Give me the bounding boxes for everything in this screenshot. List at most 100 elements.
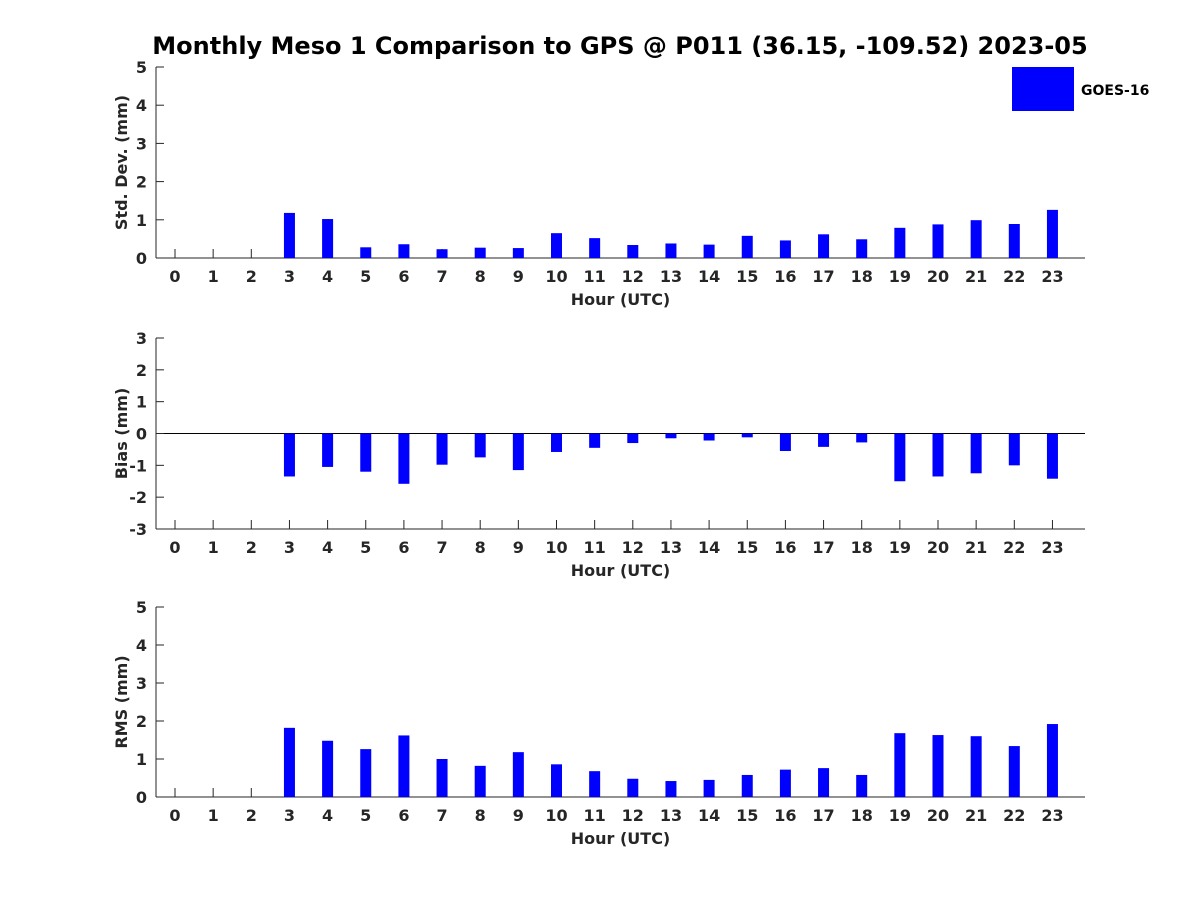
x-tick-label: 11 xyxy=(584,806,606,825)
legend-label: GOES-16 xyxy=(1081,83,1149,99)
x-tick-label: 4 xyxy=(322,538,333,557)
x-tick-label: 12 xyxy=(622,538,644,557)
x-tick-label: 15 xyxy=(736,538,758,557)
bar-hour-20 xyxy=(932,735,944,797)
y-tick-label: 4 xyxy=(136,96,147,115)
bar-hour-23 xyxy=(1046,209,1058,258)
x-tick-label: 16 xyxy=(774,806,796,825)
x-tick-label: 20 xyxy=(927,538,949,557)
y-tick-label: 1 xyxy=(136,750,147,769)
bar-hour-19 xyxy=(894,227,906,258)
bar-hour-22 xyxy=(1008,224,1020,258)
y-tick-label: 2 xyxy=(136,173,147,192)
x-tick-label: 3 xyxy=(284,806,295,825)
y-tick-label: 3 xyxy=(136,329,147,348)
x-tick-label: 16 xyxy=(774,267,796,286)
y-tick-label: 0 xyxy=(136,249,147,268)
x-tick-label: 8 xyxy=(475,806,486,825)
x-tick-label: 10 xyxy=(545,806,567,825)
y-tick-label: 5 xyxy=(136,598,147,617)
bar-hour-5 xyxy=(360,433,372,472)
x-tick-label: 19 xyxy=(889,267,911,286)
bar-hour-4 xyxy=(322,433,334,467)
bar-hour-21 xyxy=(970,736,982,797)
x-tick-label: 13 xyxy=(660,538,682,557)
bar-hour-22 xyxy=(1008,433,1020,466)
x-tick-label: 12 xyxy=(622,267,644,286)
bar-hour-12 xyxy=(627,433,639,444)
bar-hour-10 xyxy=(551,433,562,452)
x-tick-label: 5 xyxy=(360,267,371,286)
bar-hour-6 xyxy=(398,735,410,797)
x-tick-label: 0 xyxy=(169,538,180,557)
x-tick-label: 5 xyxy=(360,806,371,825)
bar-hour-8 xyxy=(474,433,486,458)
x-tick-label: 13 xyxy=(660,267,682,286)
bar-hour-19 xyxy=(894,733,906,797)
x-tick-label: 11 xyxy=(584,267,606,286)
bar-hour-6 xyxy=(398,244,410,258)
x-tick-label: 9 xyxy=(513,538,524,557)
bar-hour-14 xyxy=(703,433,715,441)
bar-hour-21 xyxy=(970,433,982,474)
bar-hour-20 xyxy=(932,224,944,258)
bar-hour-13 xyxy=(665,781,677,797)
x-tick-label: 6 xyxy=(398,806,409,825)
x-tick-label: 2 xyxy=(246,806,257,825)
bar-hour-23 xyxy=(1046,433,1058,479)
bar-hour-21 xyxy=(970,220,982,258)
bar-hour-16 xyxy=(779,769,791,797)
bar-hour-20 xyxy=(932,433,944,477)
bar-hour-15 xyxy=(741,433,753,438)
bar-hour-10 xyxy=(551,764,562,797)
y-axis-label: RMS (mm) xyxy=(112,655,131,748)
bar-hour-16 xyxy=(779,433,791,452)
bar-hour-3 xyxy=(283,433,295,477)
x-tick-label: 20 xyxy=(927,806,949,825)
x-tick-label: 10 xyxy=(545,267,567,286)
x-tick-label: 22 xyxy=(1003,806,1025,825)
x-tick-label: 0 xyxy=(169,806,180,825)
y-axis-label: Std. Dev. (mm) xyxy=(112,95,131,230)
bar-hour-17 xyxy=(818,768,830,797)
x-tick-label: 21 xyxy=(965,267,987,286)
x-tick-label: 18 xyxy=(851,538,873,557)
bar-hour-8 xyxy=(474,247,486,258)
bar-hour-15 xyxy=(741,235,753,258)
y-tick-label: 5 xyxy=(136,58,147,77)
y-tick-label: -1 xyxy=(129,456,147,475)
x-tick-label: 6 xyxy=(398,538,409,557)
x-tick-label: 7 xyxy=(436,267,447,286)
x-tick-label: 21 xyxy=(965,538,987,557)
bar-hour-11 xyxy=(589,238,601,258)
x-tick-label: 15 xyxy=(736,267,758,286)
bar-hour-7 xyxy=(436,249,448,258)
x-tick-label: 8 xyxy=(475,538,486,557)
bar-hour-18 xyxy=(856,433,868,443)
x-tick-label: 12 xyxy=(622,806,644,825)
x-tick-label: 9 xyxy=(513,267,524,286)
bar-hour-13 xyxy=(665,243,677,258)
x-tick-label: 0 xyxy=(169,267,180,286)
x-tick-label: 19 xyxy=(889,806,911,825)
x-axis-label: Hour (UTC) xyxy=(571,829,671,848)
bar-hour-8 xyxy=(474,765,486,797)
bar-hour-3 xyxy=(283,727,295,797)
bar-hour-14 xyxy=(703,779,715,797)
x-tick-label: 7 xyxy=(436,538,447,557)
bar-hour-18 xyxy=(856,774,868,797)
x-tick-label: 19 xyxy=(889,538,911,557)
x-tick-label: 14 xyxy=(698,538,720,557)
y-tick-label: -3 xyxy=(129,520,147,539)
x-tick-label: 8 xyxy=(475,267,486,286)
x-tick-label: 14 xyxy=(698,806,720,825)
x-tick-label: 22 xyxy=(1003,267,1025,286)
bar-hour-4 xyxy=(322,219,334,258)
x-tick-label: 7 xyxy=(436,806,447,825)
y-tick-label: 1 xyxy=(136,211,147,230)
bar-hour-5 xyxy=(360,749,372,797)
x-tick-label: 5 xyxy=(360,538,371,557)
x-tick-label: 9 xyxy=(513,806,524,825)
